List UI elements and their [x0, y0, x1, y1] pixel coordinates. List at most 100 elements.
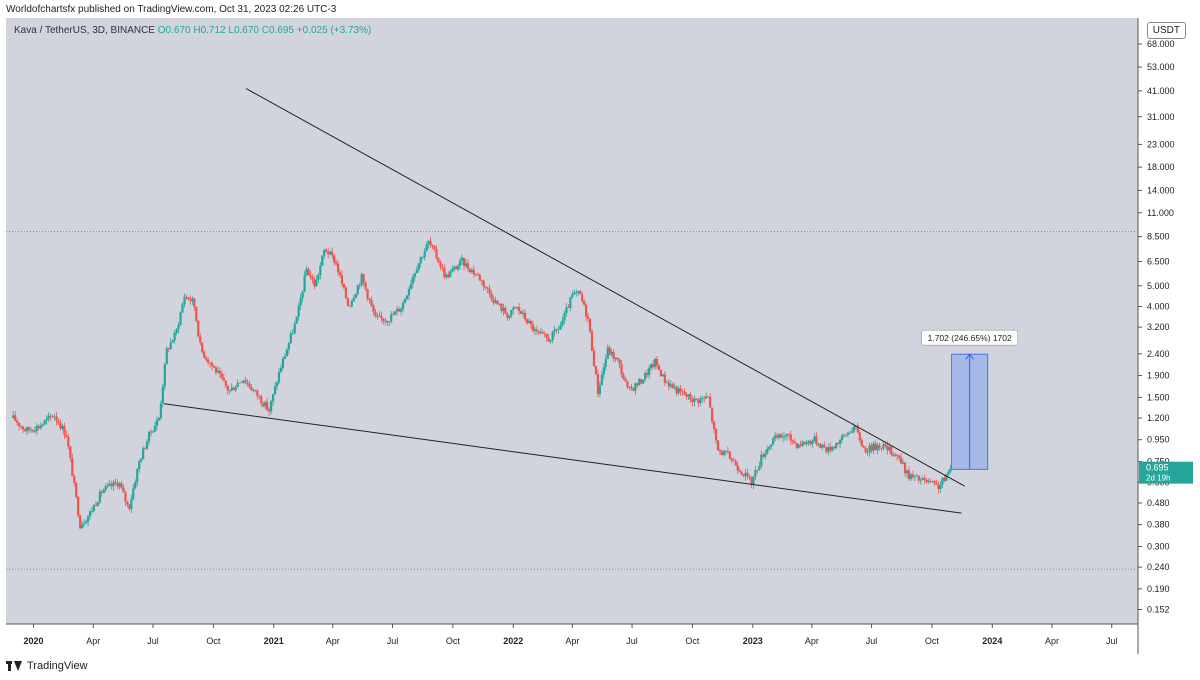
candle-body	[563, 312, 566, 321]
candle-body	[409, 283, 412, 289]
candle-body	[401, 302, 405, 309]
candle-body	[65, 434, 68, 438]
trendline	[245, 88, 965, 487]
candle-body	[533, 329, 537, 331]
y-tick-label: 0.480	[1147, 498, 1170, 508]
candle-body	[486, 287, 489, 289]
candle-body	[579, 290, 582, 295]
candle-body	[374, 312, 377, 317]
candle-body	[919, 479, 922, 481]
candle-body	[21, 426, 25, 430]
candle-body	[787, 434, 790, 435]
y-tick-label: 0.240	[1147, 562, 1170, 572]
candle-body	[811, 441, 814, 445]
y-tick-label: 5.000	[1147, 281, 1170, 291]
candle-body	[108, 483, 111, 486]
y-tick-label: 1.500	[1147, 392, 1170, 402]
candle-body	[183, 296, 186, 305]
candle-body	[935, 483, 938, 485]
candle-body	[569, 297, 572, 309]
candle-body	[718, 450, 722, 452]
candle-body	[665, 382, 668, 384]
candle-body	[240, 382, 243, 384]
x-tick-label: 2024	[982, 636, 1002, 646]
candle-body	[667, 382, 670, 387]
candle-body	[651, 364, 655, 368]
candle-body	[772, 438, 775, 445]
candle-body	[293, 323, 296, 334]
candle-body	[762, 454, 765, 457]
y-tick-label: 0.300	[1147, 542, 1170, 552]
tradingview-brand[interactable]: TradingView	[27, 660, 88, 672]
measure-label: 1.702 (246.65%) 1702	[928, 333, 1012, 343]
candle-body	[624, 378, 627, 382]
quote-currency-badge[interactable]: USDT	[1146, 22, 1186, 39]
y-tick-label: 6.500	[1147, 257, 1170, 267]
candle-body	[423, 251, 426, 258]
candle-body	[443, 267, 446, 278]
candle-body	[655, 358, 659, 366]
plot-background	[6, 18, 1138, 624]
candle-body	[59, 423, 62, 429]
candle-body	[939, 484, 942, 490]
candle-body	[520, 311, 523, 314]
chart-area[interactable]: 68.000 53.000 41.000 31.000 23.000 18.000 14.0…	[6, 18, 1194, 654]
candle-body	[640, 379, 643, 384]
candle-body	[232, 387, 235, 391]
candle-body	[514, 306, 517, 308]
candle-body	[829, 446, 832, 451]
candle-body	[142, 448, 145, 460]
candle-body	[45, 418, 48, 421]
candle-body	[549, 340, 552, 342]
candle-body	[271, 394, 275, 402]
candle-body	[236, 383, 239, 388]
candle-body	[114, 482, 117, 484]
current-price-value: 0.695	[1146, 463, 1169, 473]
candle-body	[287, 343, 290, 350]
candle-body	[628, 386, 631, 388]
candle-body	[917, 475, 920, 481]
candle-body	[947, 471, 950, 475]
candle-body	[480, 280, 483, 282]
candle-body	[730, 458, 733, 461]
candle-body	[88, 511, 92, 517]
candle-body	[415, 269, 418, 274]
candle-body	[122, 487, 125, 493]
candle-body	[709, 396, 712, 408]
x-tick-label: Oct	[446, 636, 461, 646]
candle-body	[118, 483, 121, 487]
candle-body	[283, 356, 286, 359]
candle-body	[138, 461, 141, 470]
candle-body	[317, 274, 320, 280]
candle-body	[831, 446, 834, 451]
y-tick-label: 2.400	[1147, 349, 1170, 359]
candle-body	[905, 470, 909, 474]
candle-body	[781, 436, 785, 438]
candle-body	[171, 340, 174, 343]
candle-body	[795, 442, 798, 448]
price-chart[interactable]: 68.000 53.000 41.000 31.000 23.000 18.000 14.0…	[6, 18, 1194, 654]
y-tick-label: 3.200	[1147, 322, 1170, 332]
candle-body	[870, 445, 873, 451]
candle-body	[760, 454, 763, 466]
x-tick-label: Jul	[147, 636, 159, 646]
x-tick-label: Oct	[206, 636, 221, 646]
candle-body	[577, 290, 580, 293]
candle-body	[827, 446, 830, 452]
candle-body	[858, 432, 861, 441]
candle-body	[159, 403, 162, 419]
candle-body	[228, 390, 231, 392]
candle-body	[201, 342, 204, 352]
candle-body	[266, 402, 269, 410]
candle-body	[541, 332, 544, 334]
candle-body	[592, 350, 596, 367]
candle-body	[866, 452, 869, 453]
candle-body	[84, 521, 88, 524]
candle-body	[685, 394, 688, 397]
candle-body	[151, 431, 155, 433]
candle-body	[774, 435, 777, 439]
candle-body	[602, 367, 605, 375]
candle-body	[18, 422, 21, 426]
candle-body	[537, 331, 540, 333]
candle-body	[746, 472, 749, 477]
